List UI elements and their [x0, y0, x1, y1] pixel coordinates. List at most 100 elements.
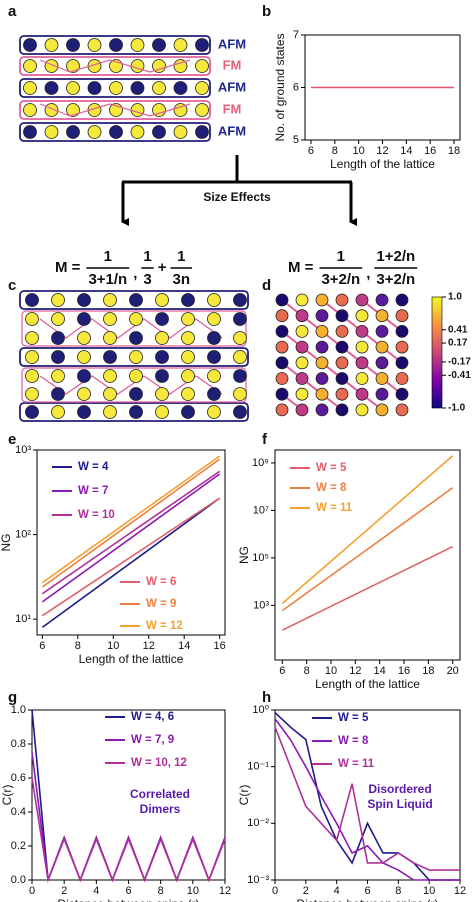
panel-label: h: [262, 689, 271, 706]
spin: [275, 403, 289, 417]
spin: [233, 405, 247, 419]
formula-op: ,: [366, 265, 370, 282]
spin: [51, 369, 65, 383]
colorbar: [431, 296, 443, 409]
y-tick-label: 0.2: [11, 840, 26, 852]
spin: [355, 293, 369, 307]
spin: [335, 324, 349, 338]
x-tick-label: 16: [214, 640, 226, 652]
spin: [233, 312, 247, 326]
spin: [130, 38, 145, 52]
y-tick-label: 0.6: [11, 772, 26, 784]
spin: [375, 293, 389, 307]
x-tick-label: 6: [308, 145, 314, 157]
x-tick-label: 10: [187, 885, 199, 897]
spin: [355, 309, 369, 323]
phase-label: AFM: [218, 123, 246, 138]
spin: [23, 38, 37, 52]
spin: [355, 372, 369, 385]
spin: [395, 403, 409, 417]
row-box: [19, 347, 249, 367]
spin: [181, 350, 195, 364]
spin: [295, 387, 309, 401]
x-tick-label: 8: [75, 640, 81, 652]
spin: [66, 38, 80, 52]
series-line: [31, 752, 226, 883]
spin: [51, 387, 65, 401]
x-tick-label: 12: [454, 885, 466, 897]
spin: [103, 350, 117, 364]
series-line: [281, 487, 454, 612]
colorbar-label: 1.0: [448, 292, 462, 303]
spin: [315, 356, 329, 370]
spin: [109, 38, 123, 52]
x-tick-label: 6: [125, 885, 131, 897]
spin: [335, 340, 349, 354]
x-tick-label: 12: [349, 665, 361, 677]
y-tick-label: 10⁰: [252, 704, 269, 716]
y-tick-label: 10⁻¹: [247, 761, 269, 773]
spin: [375, 403, 389, 417]
x-axis-label: Length of the lattice: [79, 652, 184, 666]
x-tick-label: 0: [29, 885, 35, 897]
spin: [155, 293, 169, 307]
series-line: [281, 545, 454, 631]
spin: [395, 387, 409, 401]
spin: [295, 309, 309, 323]
spin: [23, 59, 37, 73]
spin: [207, 312, 221, 326]
spin: [207, 350, 221, 364]
legend-label: W = 11: [316, 502, 353, 514]
panel-label: c: [8, 277, 16, 294]
y-axis-label: NG: [0, 534, 13, 552]
spin: [103, 369, 117, 383]
spin: [233, 293, 247, 307]
y-axis-label: No. of ground states: [273, 33, 287, 141]
y-tick-label: 10⁻³: [247, 874, 269, 886]
series-line: [41, 497, 221, 629]
panel-label: g: [8, 689, 17, 706]
spin: [51, 312, 65, 326]
spin: [155, 369, 169, 383]
row-box: [19, 100, 211, 120]
spin: [295, 324, 309, 338]
spin: [25, 405, 39, 419]
spin: [335, 372, 349, 385]
row-box: [19, 290, 249, 310]
x-tick-label: 18: [448, 145, 460, 157]
series-line: [41, 473, 221, 603]
spin: [77, 405, 91, 419]
spin: [173, 125, 188, 139]
spin: [173, 103, 188, 117]
spin: [395, 324, 409, 338]
series-line: [31, 709, 226, 883]
legend-label: W = 7: [78, 485, 108, 497]
y-axis-label: C(r): [0, 785, 14, 806]
x-tick-label: 18: [422, 665, 434, 677]
spin: [129, 331, 143, 345]
spin: [152, 103, 166, 117]
spin: [375, 356, 389, 370]
spin: [51, 350, 65, 364]
spin: [103, 331, 117, 345]
spin: [275, 293, 289, 307]
spin: [129, 405, 143, 419]
y-axis-label: C(r): [237, 785, 251, 806]
spin: [130, 103, 145, 117]
formula-den: 3+2/n: [321, 271, 360, 288]
spin: [207, 369, 221, 383]
spin: [295, 356, 309, 370]
spin: [315, 293, 329, 307]
spin: [395, 356, 409, 370]
spin: [44, 81, 59, 95]
spin: [25, 293, 39, 307]
formula-op: ,: [133, 265, 137, 282]
spin: [181, 369, 195, 383]
phase-label: FM: [223, 57, 242, 72]
spin: [51, 331, 65, 345]
spin: [51, 405, 65, 419]
spin: [355, 387, 369, 401]
spin: [23, 103, 37, 117]
spin: [77, 387, 91, 401]
x-tick-label: 2: [303, 885, 309, 897]
